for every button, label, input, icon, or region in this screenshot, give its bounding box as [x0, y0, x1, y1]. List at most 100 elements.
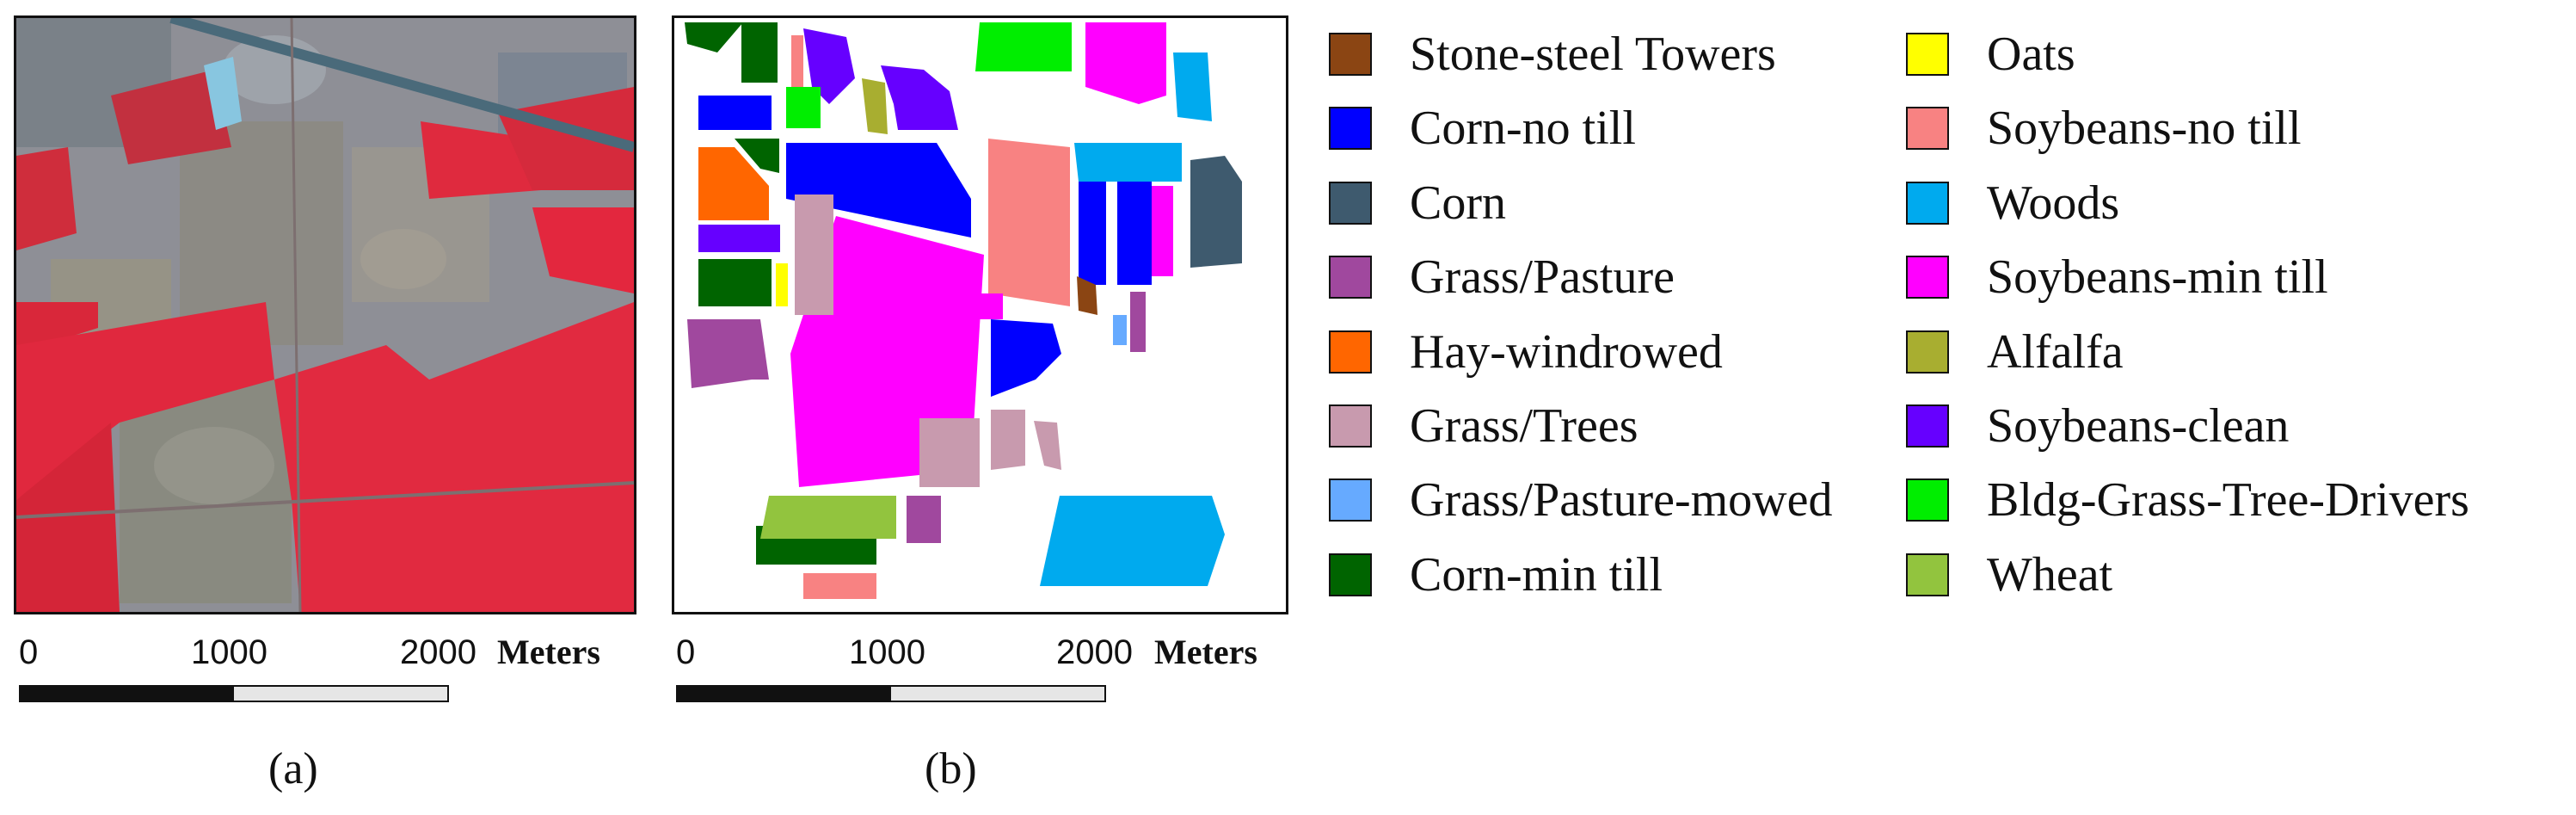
vegetation-area — [16, 423, 120, 612]
scale-unit: Meters — [497, 633, 600, 671]
class-region — [1190, 156, 1242, 268]
class-region — [977, 293, 1003, 319]
legend-label: Wheat — [1987, 547, 2113, 602]
class-region — [1085, 22, 1166, 104]
ground-truth-map — [672, 15, 1288, 614]
vegetation-area — [532, 207, 634, 293]
legend-label: Woods — [1987, 176, 2120, 230]
road-line — [290, 18, 302, 612]
cloud-blotch — [154, 427, 274, 504]
class-region — [1113, 315, 1127, 345]
road-line — [16, 481, 634, 519]
legend-swatch — [1906, 404, 1949, 448]
scale-bar-black-segment — [678, 687, 891, 701]
legend-label: Hay-windrowed — [1410, 324, 1723, 379]
vegetation-area — [274, 302, 634, 612]
class-region — [1130, 292, 1146, 352]
legend-swatch — [1329, 479, 1372, 522]
class-region — [698, 225, 780, 252]
legend-swatch — [1906, 107, 1949, 151]
legend-label: Bldg-Grass-Tree-Drivers — [1987, 473, 2469, 528]
legend-swatch — [1906, 330, 1949, 374]
legend-label: Grass/Pasture-mowed — [1410, 473, 1833, 528]
class-region — [991, 410, 1025, 470]
class-region — [1079, 182, 1106, 285]
class-region — [975, 22, 1072, 71]
class-region — [1152, 186, 1173, 276]
legend-label: Soybeans-min till — [1987, 250, 2328, 305]
class-region — [776, 263, 788, 306]
satellite-image — [14, 15, 636, 614]
class-region — [698, 147, 769, 220]
legend-label: Corn — [1410, 176, 1506, 230]
legend-label: Corn-no till — [1410, 102, 1636, 156]
class-region — [1040, 496, 1225, 586]
legend-swatch — [1329, 33, 1372, 76]
vegetation-area — [498, 87, 634, 190]
caption-a: (a) — [268, 744, 318, 793]
scale-tick-0: 0 — [676, 633, 696, 671]
vegetation-area — [16, 302, 98, 354]
class-region — [1034, 421, 1061, 470]
class-region — [803, 573, 876, 599]
class-region — [687, 319, 769, 388]
satellite-image-svg — [16, 18, 634, 612]
class-region — [760, 496, 896, 539]
scale-tick-0: 0 — [19, 633, 39, 671]
class-region — [786, 87, 821, 128]
legend-swatch — [1329, 330, 1372, 374]
scale-unit: Meters — [1154, 633, 1257, 671]
scale-tick-1000: 1000 — [849, 633, 925, 671]
legend-label: Grass/Trees — [1410, 398, 1638, 453]
class-region — [698, 259, 772, 306]
ground-truth-map-svg — [685, 22, 1242, 599]
class-region — [791, 35, 803, 87]
class-region — [786, 143, 971, 238]
scale-bar-black-segment — [21, 687, 234, 701]
scale-bar-graphic — [19, 685, 449, 702]
class-region — [685, 22, 743, 52]
legend-swatch — [1329, 404, 1372, 448]
class-region — [1173, 52, 1212, 121]
scale-tick-1000: 1000 — [191, 633, 267, 671]
legend-label: Grass/Pasture — [1410, 250, 1675, 305]
class-region — [862, 78, 888, 134]
legend-swatch — [1906, 553, 1949, 596]
class-region — [907, 496, 941, 543]
legend-label: Soybeans-clean — [1987, 398, 2290, 453]
legend-label: Stone-steel Towers — [1410, 28, 1776, 81]
class-region — [919, 418, 980, 487]
class-region — [1077, 276, 1097, 315]
legend-swatch — [1329, 181, 1372, 225]
cloud-blotch — [360, 229, 446, 289]
class-region — [881, 65, 958, 130]
vegetation-area — [16, 147, 77, 250]
legend-swatch — [1329, 553, 1372, 596]
legend-label: Corn-min till — [1410, 547, 1663, 602]
legend-swatch — [1329, 107, 1372, 151]
vegetation-area — [111, 70, 231, 164]
scale-tick-2000: 2000 — [1056, 633, 1133, 671]
scale-bar-graphic — [676, 685, 1106, 702]
legend-swatch — [1906, 256, 1949, 299]
legend-swatch — [1329, 256, 1372, 299]
class-region — [803, 28, 855, 104]
class-region — [991, 319, 1061, 397]
legend-swatch — [1906, 33, 1949, 76]
legend-label: Oats — [1987, 28, 2075, 81]
class-region — [735, 139, 779, 173]
class-region — [1117, 182, 1152, 285]
legend-swatch — [1906, 181, 1949, 225]
legend-label: Soybeans-no till — [1987, 102, 2302, 156]
caption-b: (b) — [925, 744, 977, 793]
water-patch — [204, 57, 242, 130]
legend-label: Alfalfa — [1987, 324, 2124, 379]
scale-tick-2000: 2000 — [400, 633, 476, 671]
class-region — [741, 22, 778, 83]
railroad-line — [169, 18, 634, 152]
class-region — [795, 194, 833, 315]
class-region — [1074, 143, 1182, 182]
class-region — [988, 139, 1070, 306]
legend-swatch — [1906, 479, 1949, 522]
class-region — [698, 96, 772, 130]
